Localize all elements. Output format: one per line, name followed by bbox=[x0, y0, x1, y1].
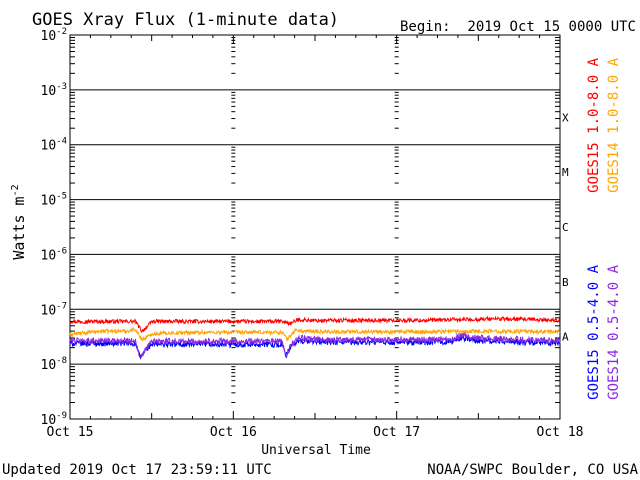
legend-label: GOES15 0.5-4.0 A bbox=[586, 264, 602, 399]
y-tick-label-base: 10 bbox=[41, 29, 57, 44]
x-tick-label: Oct 15 bbox=[47, 425, 94, 440]
y-tick-label-exponent: -4 bbox=[56, 137, 67, 147]
y-tick-label-exponent: -6 bbox=[56, 246, 67, 256]
series-line bbox=[69, 331, 561, 359]
y-tick-label: 10-9 bbox=[41, 411, 68, 428]
series-line bbox=[69, 315, 561, 333]
x-tick-label: Oct 17 bbox=[373, 425, 420, 440]
flare-class-label: M bbox=[562, 166, 569, 179]
y-tick-label: 10-5 bbox=[41, 192, 68, 209]
flare-class-label: A bbox=[562, 331, 569, 344]
plot-frame bbox=[69, 34, 561, 420]
x-axis-label: Universal Time bbox=[261, 443, 371, 458]
legend-label: GOES14 0.5-4.0 A bbox=[606, 264, 622, 399]
y-tick-label-base: 10 bbox=[41, 358, 57, 373]
series-line bbox=[69, 327, 561, 343]
plot-border bbox=[69, 34, 561, 420]
begin-label: Begin: 2019 Oct 15 0000 UTC bbox=[400, 19, 636, 35]
y-tick-label-base: 10 bbox=[41, 84, 57, 99]
y-tick-label-base: 10 bbox=[41, 248, 57, 263]
axis-ticks bbox=[69, 35, 561, 419]
y-tick-labels: 10-210-310-410-510-610-710-810-9 bbox=[41, 27, 68, 428]
y-tick-label: 10-4 bbox=[41, 137, 68, 154]
chart-title: GOES Xray Flux (1-minute data) bbox=[32, 10, 339, 30]
y-tick-label-exponent: -9 bbox=[56, 411, 67, 421]
legend-label: GOES15 1.0-8.0 A bbox=[586, 57, 602, 192]
y-tick-label-exponent: -7 bbox=[56, 301, 67, 311]
flare-class-label: B bbox=[562, 276, 569, 289]
flare-class-label: C bbox=[562, 221, 569, 234]
y-tick-label-exponent: -5 bbox=[56, 192, 67, 202]
y-tick-label: 10-3 bbox=[41, 82, 68, 99]
x-tick-label: Oct 18 bbox=[537, 425, 584, 440]
x-tick-label: Oct 16 bbox=[210, 425, 257, 440]
y-tick-label-base: 10 bbox=[41, 139, 57, 154]
y-tick-label: 10-8 bbox=[41, 356, 68, 373]
y-tick-label-exponent: -3 bbox=[56, 82, 67, 92]
y-tick-label-base: 10 bbox=[41, 413, 57, 428]
y-tick-label: 10-6 bbox=[41, 246, 68, 263]
flare-class-label: X bbox=[562, 111, 569, 124]
footer-source: NOAA/SWPC Boulder, CO USA bbox=[427, 462, 638, 478]
y-axis-label-base: Watts m bbox=[10, 196, 28, 259]
y-axis-label-exponent: -2 bbox=[10, 184, 21, 196]
y-axis-label: Watts m-2 bbox=[10, 184, 28, 259]
y-tick-label-base: 10 bbox=[41, 194, 57, 209]
y-tick-label-exponent: -8 bbox=[56, 356, 67, 366]
y-tick-label-exponent: -2 bbox=[56, 27, 67, 37]
legend: GOES15 1.0-8.0 A GOES14 1.0-8.0 A GOES15 0… bbox=[586, 57, 622, 399]
series-lines bbox=[69, 315, 561, 360]
y-tick-label: 10-7 bbox=[41, 301, 68, 318]
x-tick-labels: Oct 15 Oct 16 Oct 17 Oct 18 bbox=[47, 425, 584, 440]
y-tick-label: 10-2 bbox=[41, 27, 68, 44]
flare-class-labels: X M C B A bbox=[562, 111, 569, 343]
legend-label: GOES14 1.0-8.0 A bbox=[606, 57, 622, 192]
decade-gridlines bbox=[70, 89, 560, 365]
footer-updated: Updated 2019 Oct 17 23:59:11 UTC bbox=[2, 462, 272, 478]
y-tick-label-base: 10 bbox=[41, 303, 57, 318]
